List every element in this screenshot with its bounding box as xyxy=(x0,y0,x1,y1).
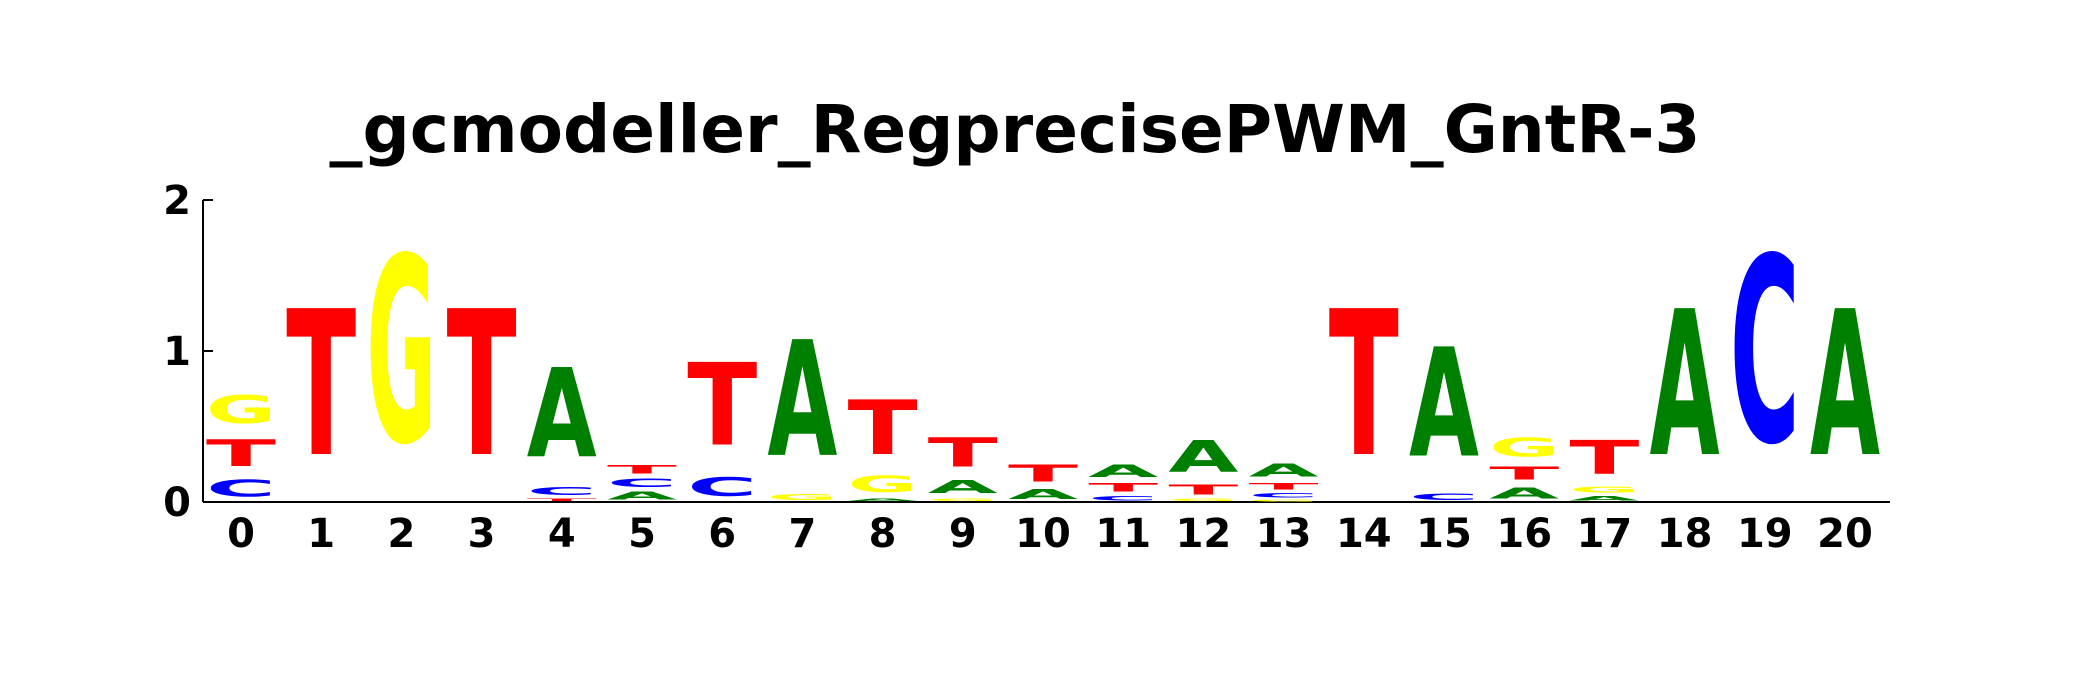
letter-T: T xyxy=(607,463,677,477)
letter-G: G xyxy=(1489,433,1559,463)
letter-T: T xyxy=(848,385,918,472)
letter-G: G xyxy=(366,203,436,501)
y-axis: 0 1 2 xyxy=(163,178,213,526)
letter-stack-7: GA xyxy=(767,309,837,502)
y-tick-label: 0 xyxy=(163,480,191,526)
x-tick-label: 18 xyxy=(1657,511,1713,557)
letter-C: C xyxy=(1249,491,1319,499)
x-tick-label: 6 xyxy=(708,511,736,557)
letter-C: C xyxy=(1730,205,1800,502)
x-tick-label: 3 xyxy=(468,511,496,557)
letter-A: A xyxy=(1008,487,1078,502)
letter-T: T xyxy=(1329,269,1399,502)
letter-T: T xyxy=(1249,481,1319,492)
letter-T: T xyxy=(447,269,517,502)
letter-G: G xyxy=(848,472,918,498)
y-tick-label: 2 xyxy=(163,178,191,224)
letter-stack-10: AT xyxy=(1008,460,1078,502)
x-tick-label: 8 xyxy=(869,511,897,557)
letter-stack-8: AGT xyxy=(848,385,919,502)
letter-T: T xyxy=(687,340,757,472)
letter-A: A xyxy=(767,309,837,493)
x-tick-label: 10 xyxy=(1015,511,1071,557)
letter-stack-6: CT xyxy=(687,340,757,502)
letter-C: C xyxy=(1088,494,1158,502)
letter-A: A xyxy=(1569,495,1640,502)
letter-T: T xyxy=(1088,481,1158,495)
letter-stack-3: T xyxy=(447,269,517,502)
x-tick-label: 2 xyxy=(387,511,415,557)
letter-T: T xyxy=(206,433,277,475)
letter-A: A xyxy=(1650,268,1720,501)
letter-T: T xyxy=(1008,460,1078,487)
letter-A: A xyxy=(1088,462,1158,481)
x-tick-label: 5 xyxy=(628,511,656,557)
x-tick-label: 19 xyxy=(1737,511,1793,557)
letter-A: A xyxy=(527,343,597,485)
letter-A: A xyxy=(1409,318,1479,492)
x-tick-label: 0 xyxy=(227,511,255,557)
letter-stack-18: A xyxy=(1650,268,1720,501)
letter-T: T xyxy=(1168,483,1238,498)
letter-G: G xyxy=(928,498,998,502)
letter-stack-11: CTA xyxy=(1088,462,1158,502)
letter-A: A xyxy=(1249,460,1320,481)
letter-G: G xyxy=(1569,486,1639,495)
y-tick-label: 1 xyxy=(163,329,191,375)
letter-A: A xyxy=(1489,484,1559,502)
letter-G: G xyxy=(767,493,837,502)
x-tick-label: 1 xyxy=(307,511,335,557)
letter-G: G xyxy=(1249,499,1319,502)
letter-A: A xyxy=(1168,431,1238,482)
x-tick-label: 13 xyxy=(1256,511,1312,557)
x-tick-label: 7 xyxy=(788,511,816,557)
letter-A: A xyxy=(928,477,999,498)
letter-stack-17: AGT xyxy=(1569,431,1640,502)
letter-stack-0: CTG xyxy=(206,388,277,503)
letter-stack-19: C xyxy=(1730,205,1800,502)
letter-A: A xyxy=(607,490,677,502)
letter-C: C xyxy=(687,472,757,502)
letter-stack-9: GAT xyxy=(928,430,999,502)
letter-G: G xyxy=(1168,498,1238,502)
letter-C: C xyxy=(607,477,677,491)
letter-A: A xyxy=(848,498,919,502)
x-tick-label: 20 xyxy=(1817,511,1873,557)
chart-title: _gcmodeller_RegprecisePWM_GntR-3 xyxy=(330,91,1701,168)
letter-T: T xyxy=(286,269,356,502)
letter-stack-5: ACT xyxy=(607,463,677,502)
letter-stack-1: T xyxy=(286,269,356,502)
x-tick-label: 11 xyxy=(1095,511,1151,557)
letter-A: A xyxy=(1810,268,1880,501)
x-tick-label: 4 xyxy=(548,511,576,557)
x-tick-label: 12 xyxy=(1176,511,1232,557)
letter-stack-15: CA xyxy=(1409,318,1479,502)
letter-stack-4: TCA xyxy=(527,343,598,502)
x-axis: 0 1 2 3 4 5 6 7 8 9 10 11 12 13 14 15 16 17 18 19 20 xyxy=(203,501,1890,557)
letter-C: C xyxy=(206,475,276,502)
letter-T: T xyxy=(1569,431,1639,485)
letter-T: T xyxy=(527,498,598,502)
letter-stack-20: A xyxy=(1810,268,1880,501)
letter-T: T xyxy=(1489,463,1559,484)
letter-stack-14: T xyxy=(1329,269,1399,502)
letter-stack-2: G xyxy=(366,203,436,501)
letter-stack-12: GTA xyxy=(1168,431,1238,502)
x-tick-label: 9 xyxy=(949,511,977,557)
x-tick-label: 14 xyxy=(1336,511,1392,557)
letter-T: T xyxy=(928,430,998,476)
x-tick-label: 16 xyxy=(1496,511,1552,557)
letter-C: C xyxy=(1409,491,1479,502)
x-tick-label: 17 xyxy=(1577,511,1633,557)
letter-C: C xyxy=(527,485,597,497)
x-tick-label: 15 xyxy=(1416,511,1472,557)
letter-stack-16: ATG xyxy=(1489,433,1559,502)
letter-G: G xyxy=(206,388,276,433)
